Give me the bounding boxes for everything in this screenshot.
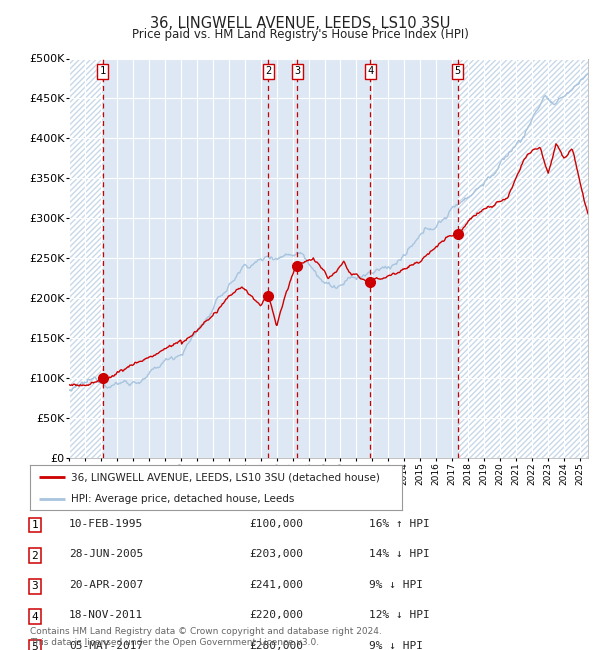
Text: 4: 4 [367, 66, 374, 77]
Text: 10-FEB-1995: 10-FEB-1995 [69, 519, 143, 528]
Text: 5: 5 [31, 642, 38, 650]
Text: 1: 1 [31, 520, 38, 530]
Text: £203,000: £203,000 [249, 549, 303, 559]
Text: Contains HM Land Registry data © Crown copyright and database right 2024.
This d: Contains HM Land Registry data © Crown c… [30, 627, 382, 647]
Text: 1: 1 [100, 66, 106, 77]
Text: 18-NOV-2011: 18-NOV-2011 [69, 610, 143, 620]
Bar [69, 58, 103, 458]
Text: 3: 3 [294, 66, 301, 77]
Text: 14% ↓ HPI: 14% ↓ HPI [369, 549, 430, 559]
Text: 2: 2 [265, 66, 272, 77]
Text: 3: 3 [31, 581, 38, 591]
Text: 9% ↓ HPI: 9% ↓ HPI [369, 641, 423, 650]
Text: 28-JUN-2005: 28-JUN-2005 [69, 549, 143, 559]
Text: 4: 4 [31, 612, 38, 621]
Bar [458, 58, 588, 458]
Text: 36, LINGWELL AVENUE, LEEDS, LS10 3SU: 36, LINGWELL AVENUE, LEEDS, LS10 3SU [150, 16, 450, 31]
Text: Price paid vs. HM Land Registry's House Price Index (HPI): Price paid vs. HM Land Registry's House … [131, 28, 469, 41]
Text: 05-MAY-2017: 05-MAY-2017 [69, 641, 143, 650]
Text: £280,000: £280,000 [249, 641, 303, 650]
Text: 12% ↓ HPI: 12% ↓ HPI [369, 610, 430, 620]
Text: 16% ↑ HPI: 16% ↑ HPI [369, 519, 430, 528]
Text: £100,000: £100,000 [249, 519, 303, 528]
Text: HPI: Average price, detached house, Leeds: HPI: Average price, detached house, Leed… [71, 494, 294, 504]
Text: 36, LINGWELL AVENUE, LEEDS, LS10 3SU (detached house): 36, LINGWELL AVENUE, LEEDS, LS10 3SU (de… [71, 473, 380, 482]
Text: £241,000: £241,000 [249, 580, 303, 590]
Text: £220,000: £220,000 [249, 610, 303, 620]
Text: 5: 5 [455, 66, 461, 77]
Text: 9% ↓ HPI: 9% ↓ HPI [369, 580, 423, 590]
Text: 2: 2 [31, 551, 38, 560]
Text: 20-APR-2007: 20-APR-2007 [69, 580, 143, 590]
